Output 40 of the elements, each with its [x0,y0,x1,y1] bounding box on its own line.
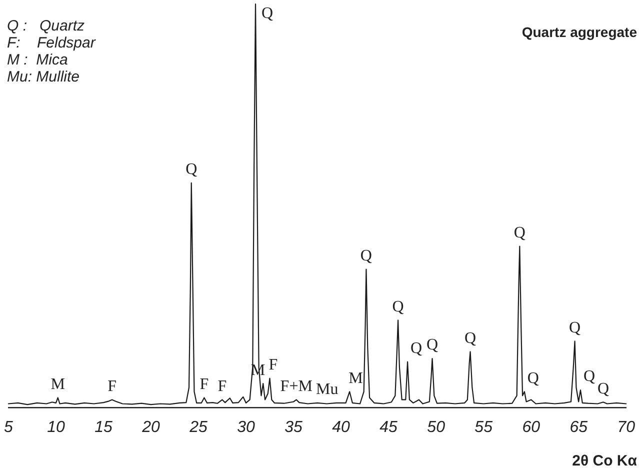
x-tick-label: 30 [237,418,256,436]
annotation: Q [410,340,423,357]
annotation: Q [464,330,476,347]
annotation: Mu [316,381,338,398]
x-tick-label: 20 [141,418,160,436]
annotation: Q [426,336,438,354]
annotation: F [218,378,227,395]
annotation: F: Feldspar [7,34,96,52]
annotation: Q [527,370,540,387]
x-tick-label: 5 [4,418,13,436]
x-tick-label: 35 [284,418,303,436]
annotation: Q : Quartz [7,18,86,35]
annotation: M [348,370,363,387]
annotation: Mu: Mullite [7,68,80,86]
x-tick-label: 55 [474,418,493,436]
annotation: M [50,376,65,393]
x-axis-title: 2θ Co Kα [572,452,638,470]
x-tick-label: 60 [522,418,540,436]
annotation: F+M [280,378,312,395]
annotation: Q [583,368,596,386]
annotation: Q [598,380,610,398]
annotation: Q [360,248,372,264]
annotation: M : Mica [7,52,68,69]
x-tick-label: 45 [380,418,398,436]
x-tick-label: 40 [332,418,350,436]
x-tick-label: 25 [188,418,208,436]
annotation: Q [392,298,404,316]
annotation: Q [569,319,582,336]
annotation: F [108,378,117,395]
annotation: Q [262,5,274,22]
x-tick-label: 50 [427,418,446,436]
x-tick-label: 70 [617,418,636,436]
annotation: Q [186,161,198,178]
annotation: Q [514,224,526,242]
annotation: F [268,356,278,374]
annotation: F [200,376,209,393]
text: Quartz aggregate [522,24,638,40]
x-tick-label: 15 [94,418,112,436]
x-tick-label: 10 [47,418,65,436]
x-tick-label: 65 [570,418,588,436]
